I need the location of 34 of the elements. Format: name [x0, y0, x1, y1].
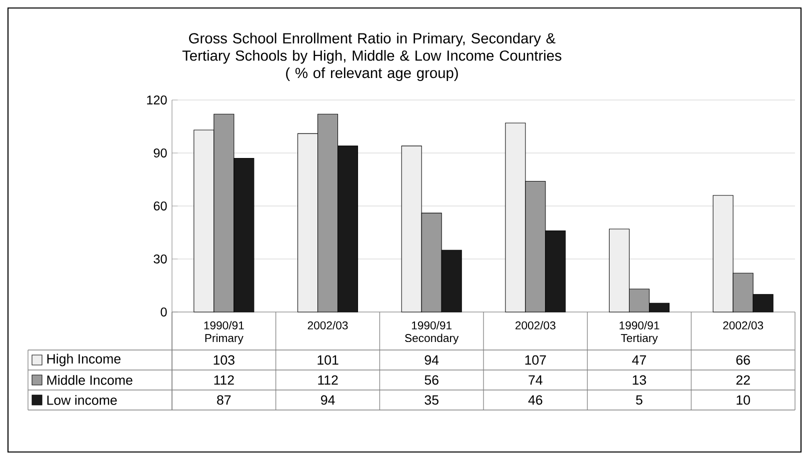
data-label: 10 — [736, 395, 750, 405]
data-label: 46 — [528, 395, 542, 405]
x-tick-label: 2002/03 — [723, 321, 764, 330]
data-label: 66 — [736, 355, 750, 365]
legend-label: Middle Income — [47, 375, 132, 385]
data-label: 56 — [424, 375, 438, 385]
data-label: 112 — [214, 375, 234, 385]
y-tick-label: 60 — [154, 202, 167, 210]
data-label: 101 — [318, 355, 338, 365]
data-label: 94 — [321, 395, 335, 405]
x-tick-label: 1990/91 Secondary — [405, 321, 459, 344]
data-label: 22 — [736, 375, 750, 385]
x-tick-label: 2002/03 — [516, 321, 556, 330]
data-label: 87 — [217, 395, 231, 405]
data-label: 107 — [525, 355, 546, 365]
data-label: 112 — [318, 375, 338, 385]
data-label: 74 — [528, 375, 542, 385]
data-label: 94 — [424, 355, 439, 365]
legend-label: Low income — [47, 395, 117, 405]
data-label: 103 — [214, 355, 234, 365]
x-tick-label: 1990/91 Tertiary — [620, 321, 660, 344]
x-tick-label: 1990/91 Primary — [204, 321, 244, 344]
data-label: 13 — [632, 375, 646, 385]
chart-title: Gross School Enrollment Ratio in Primary, Secondary & Tertiary Schools by High, Middle & Low Income Countries — [182, 32, 562, 64]
y-tick-label: 90 — [154, 148, 167, 158]
data-label: 47 — [632, 355, 646, 365]
chart-subtitle: ( % of relevant age group) — [286, 67, 458, 82]
x-tick-label: 2002/03 — [308, 321, 348, 330]
data-label: 35 — [424, 395, 438, 405]
y-tick-label: 0 — [160, 308, 167, 316]
y-tick-label: 30 — [154, 254, 167, 264]
y-tick-label: 120 — [147, 96, 167, 104]
legend-label: High Income — [47, 354, 120, 366]
data-label: 5 — [636, 395, 642, 405]
